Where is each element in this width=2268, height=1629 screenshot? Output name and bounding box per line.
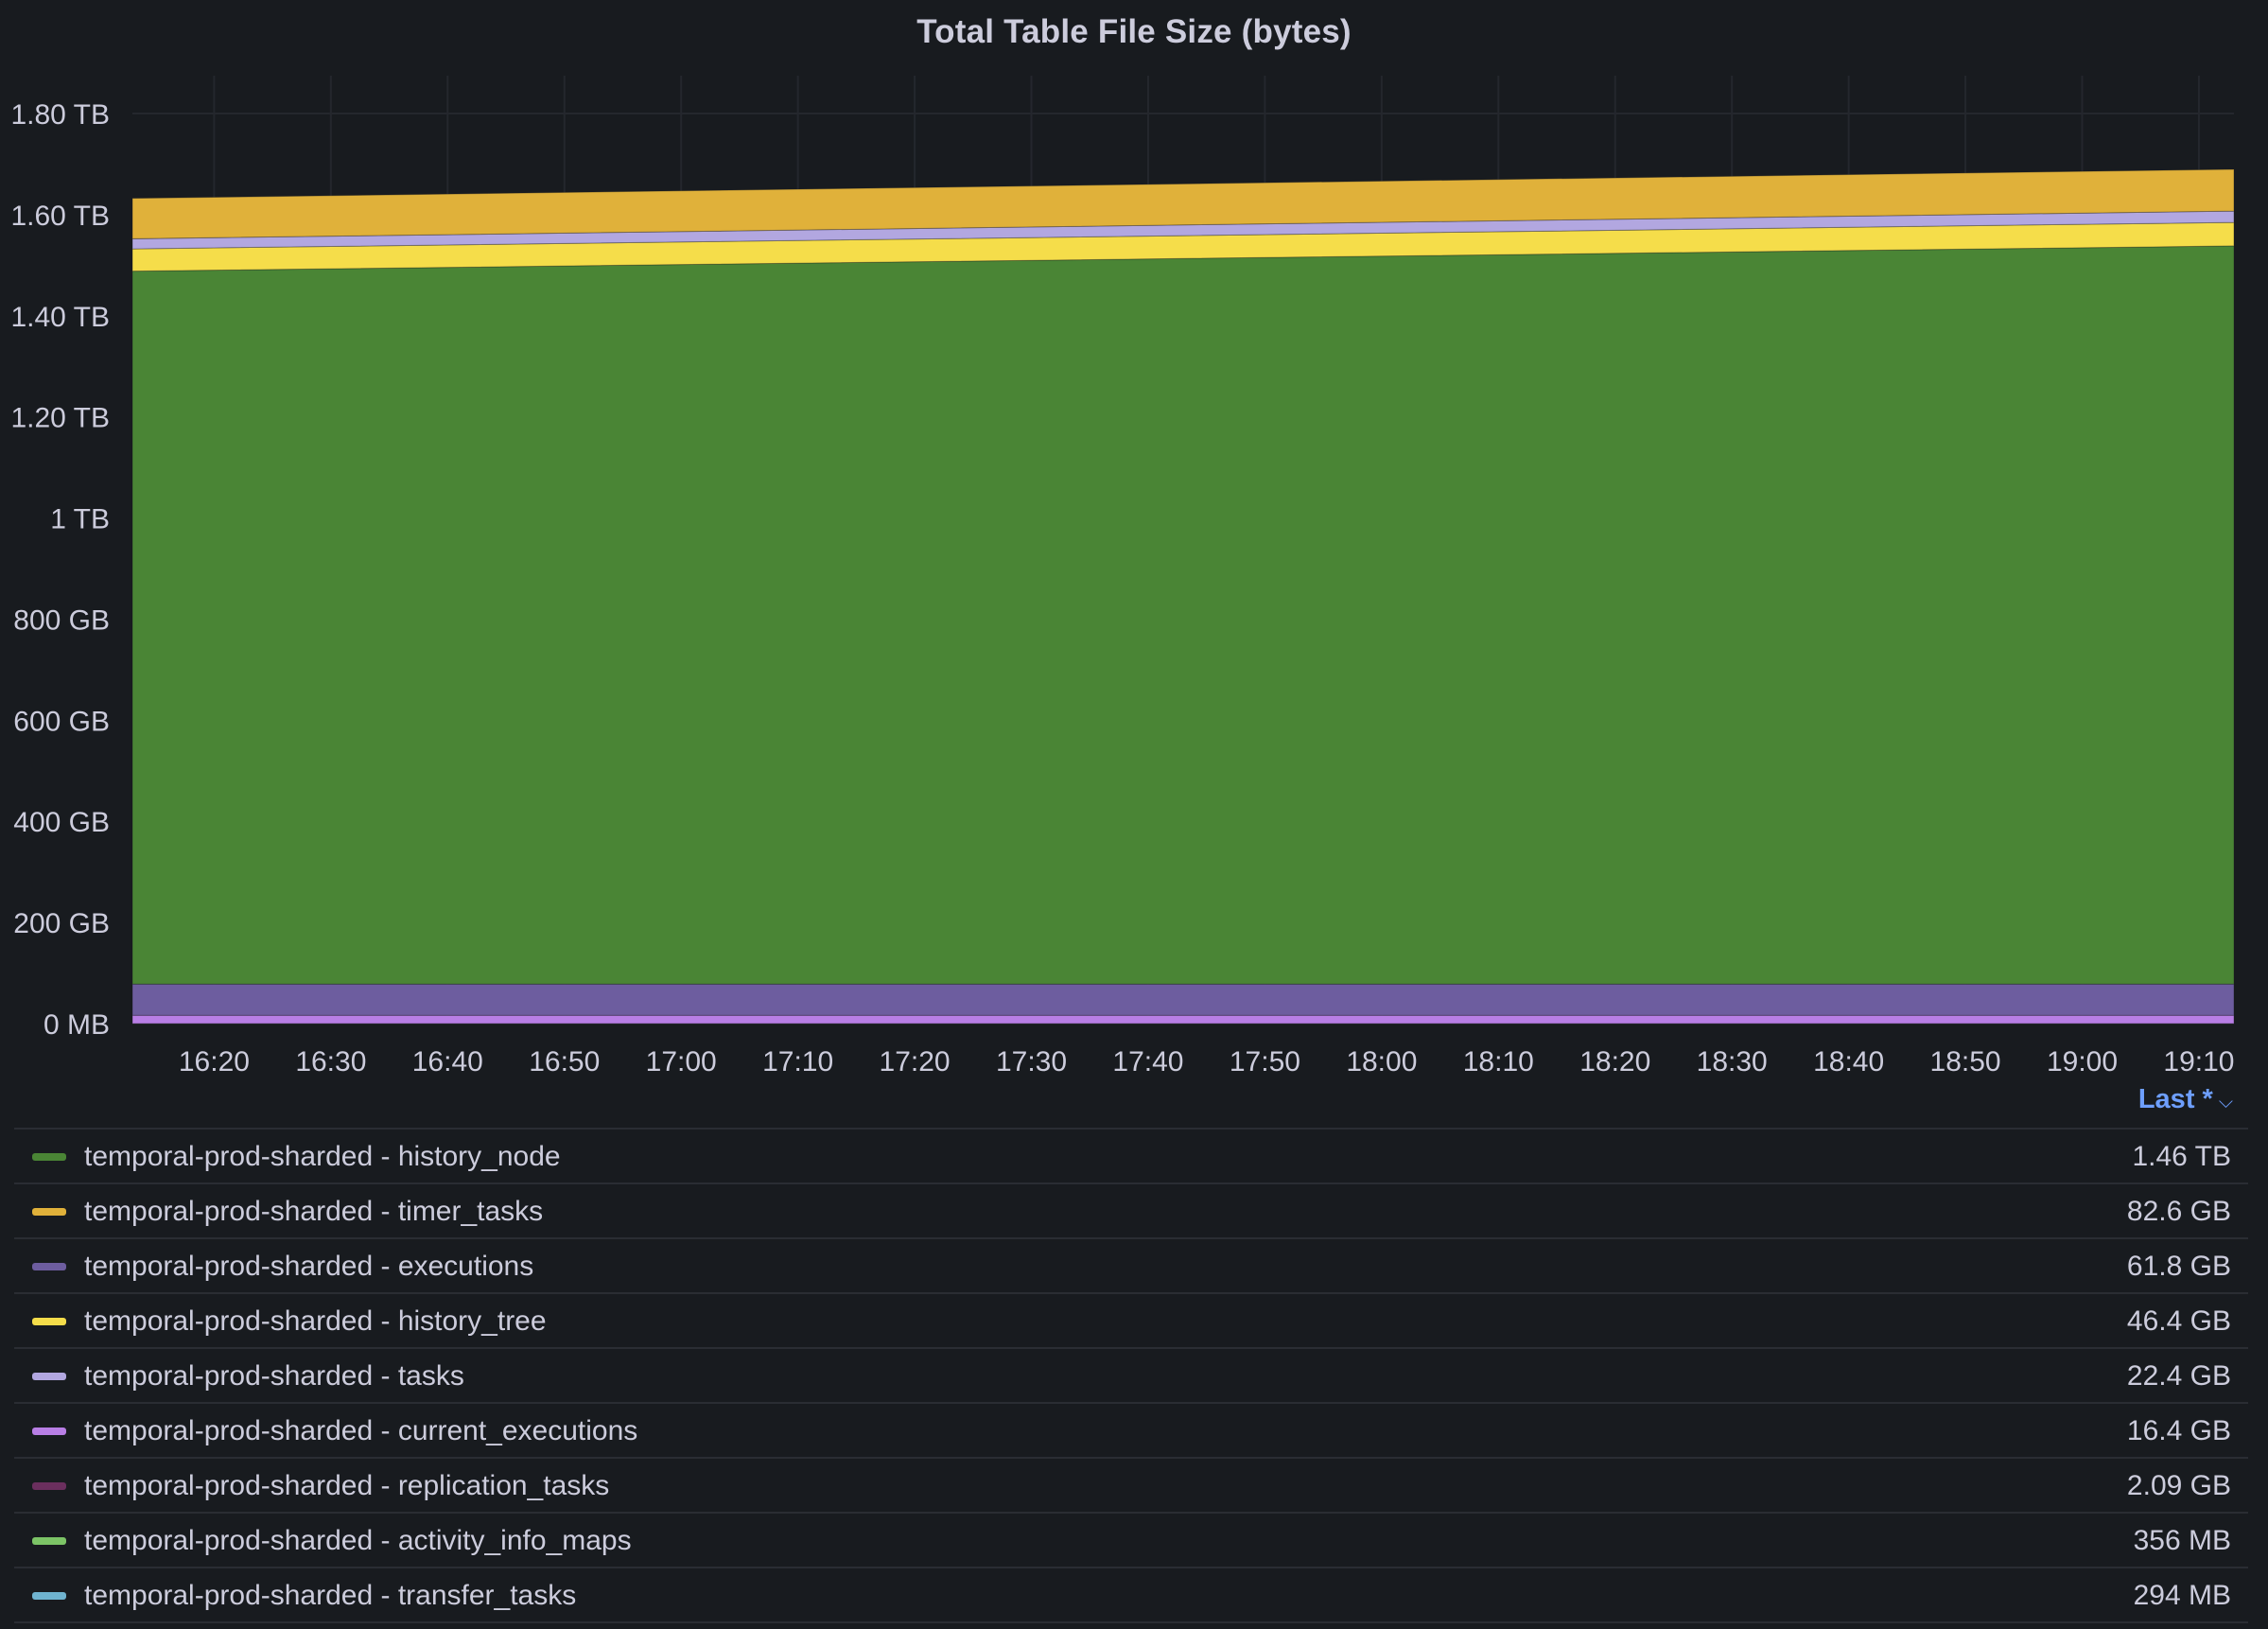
legend-label: temporal-prod-sharded - tasks [84, 1360, 464, 1392]
legend-swatch [32, 1208, 66, 1216]
legend-swatch [32, 1592, 66, 1600]
x-tick-label: 17:10 [762, 1046, 833, 1077]
legend-header: Last * ⌵ [14, 1078, 2248, 1130]
y-tick-label: 600 GB [13, 706, 110, 737]
x-tick-label: 18:40 [1813, 1046, 1884, 1077]
legend-swatch [32, 1428, 66, 1435]
legend-value: 2.09 GB [2126, 1470, 2231, 1501]
legend-swatch [32, 1153, 66, 1161]
panel-title: Total Table File Size (bytes) [916, 13, 1352, 50]
x-tick-label: 16:30 [295, 1046, 366, 1077]
legend-item-current-executions[interactable]: temporal-prod-sharded - current_executio… [14, 1404, 2248, 1459]
chart-areas [131, 168, 2235, 1025]
legend-value: 16.4 GB [2126, 1415, 2231, 1446]
legend-value: 356 MB [2133, 1525, 2231, 1556]
x-tick-label: 18:10 [1463, 1046, 1534, 1077]
legend-value: 1.46 TB [2132, 1141, 2231, 1172]
legend-item-history-node[interactable]: temporal-prod-sharded - history_node 1.46… [14, 1130, 2248, 1184]
legend-sort-label: Last * [2137, 1084, 2213, 1114]
y-tick-label: 0 MB [44, 1009, 110, 1041]
legend-label: temporal-prod-sharded - history_tree [84, 1305, 547, 1337]
area-executions [131, 983, 2235, 1016]
x-tick-label: 19:00 [2047, 1046, 2118, 1077]
legend-label: temporal-prod-sharded - transfer_tasks [84, 1580, 577, 1611]
legend-swatch [32, 1373, 66, 1380]
y-tick-label: 1.20 TB [10, 403, 110, 434]
legend-value: 294 MB [2133, 1580, 2231, 1611]
legend-value: 22.4 GB [2126, 1360, 2231, 1392]
x-tick-label: 16:50 [529, 1046, 600, 1077]
legend-label: temporal-prod-sharded - activity_info_ma… [84, 1525, 632, 1556]
legend-swatch [32, 1482, 66, 1490]
chevron-down-icon: ⌵ [2218, 1092, 2233, 1112]
x-tick-label: 18:50 [1930, 1046, 2001, 1077]
legend-item-activity-info-maps[interactable]: temporal-prod-sharded - activity_info_ma… [14, 1514, 2248, 1568]
area-current-executions [131, 1014, 2235, 1025]
legend: Last * ⌵ temporal-prod-sharded - history_… [14, 1078, 2248, 1629]
x-tick-label: 18:30 [1697, 1046, 1768, 1077]
legend-swatch [32, 1537, 66, 1545]
x-tick-label: 18:20 [1579, 1046, 1650, 1077]
legend-sort-button[interactable]: Last * ⌵ [2138, 1084, 2233, 1115]
legend-value: 61.8 GB [2126, 1251, 2231, 1282]
legend-label: temporal-prod-sharded - replication_task… [84, 1470, 610, 1501]
x-tick-label: 17:40 [1112, 1046, 1183, 1077]
legend-swatch [32, 1263, 66, 1270]
legend-item-executions[interactable]: temporal-prod-sharded - executions 61.8 G… [14, 1239, 2248, 1294]
x-tick-label: 17:30 [996, 1046, 1067, 1077]
legend-swatch [32, 1318, 66, 1325]
x-tick-label: 16:40 [412, 1046, 483, 1077]
y-axis: 0 MB 200 GB 400 GB 600 GB 800 GB 1 TB 1.20 TB 1… [10, 99, 110, 1041]
legend-label: temporal-prod-sharded - current_executio… [84, 1415, 638, 1446]
y-tick-label: 1.60 TB [10, 201, 110, 232]
area-timer-tasks [131, 168, 2235, 239]
y-tick-label: 400 GB [13, 807, 110, 838]
y-tick-label: 800 GB [13, 604, 110, 636]
legend-item-tasks[interactable]: temporal-prod-sharded - tasks 22.4 GB [14, 1349, 2248, 1404]
legend-value: 82.6 GB [2126, 1196, 2231, 1227]
legend-label: temporal-prod-sharded - timer_tasks [84, 1196, 544, 1227]
x-tick-label: 18:00 [1346, 1046, 1417, 1077]
y-tick-label: 1.80 TB [10, 99, 110, 131]
legend-label: temporal-prod-sharded - executions [84, 1251, 534, 1282]
x-tick-label: 17:20 [880, 1046, 951, 1077]
chart-plot-area[interactable]: 0 MB 200 GB 400 GB 600 GB 800 GB 1 TB 1.20 TB 1… [0, 0, 2268, 1078]
legend-item-transfer-tasks[interactable]: temporal-prod-sharded - transfer_tasks 29… [14, 1568, 2248, 1623]
legend-list: temporal-prod-sharded - history_node 1.46… [14, 1130, 2248, 1629]
legend-item-timer-tasks[interactable]: temporal-prod-sharded - timer_tasks 82.6 … [14, 1184, 2248, 1239]
legend-label: temporal-prod-sharded - history_node [84, 1141, 561, 1172]
area-history-node [131, 245, 2235, 985]
x-tick-label: 17:00 [646, 1046, 717, 1077]
y-tick-label: 1.40 TB [10, 302, 110, 333]
x-tick-label: 17:50 [1230, 1046, 1300, 1077]
y-tick-label: 1 TB [50, 504, 110, 535]
legend-value: 46.4 GB [2126, 1305, 2231, 1337]
x-axis: 16:20 16:30 16:40 16:50 17:00 17:10 17:20 17:30… [179, 1046, 2235, 1077]
y-tick-label: 200 GB [13, 908, 110, 939]
legend-item-history-tree[interactable]: temporal-prod-sharded - history_tree 46.4… [14, 1294, 2248, 1349]
x-tick-label: 16:20 [179, 1046, 250, 1077]
x-tick-label: 19:10 [2163, 1046, 2234, 1077]
legend-item-replication-tasks[interactable]: temporal-prod-sharded - replication_task… [14, 1459, 2248, 1514]
